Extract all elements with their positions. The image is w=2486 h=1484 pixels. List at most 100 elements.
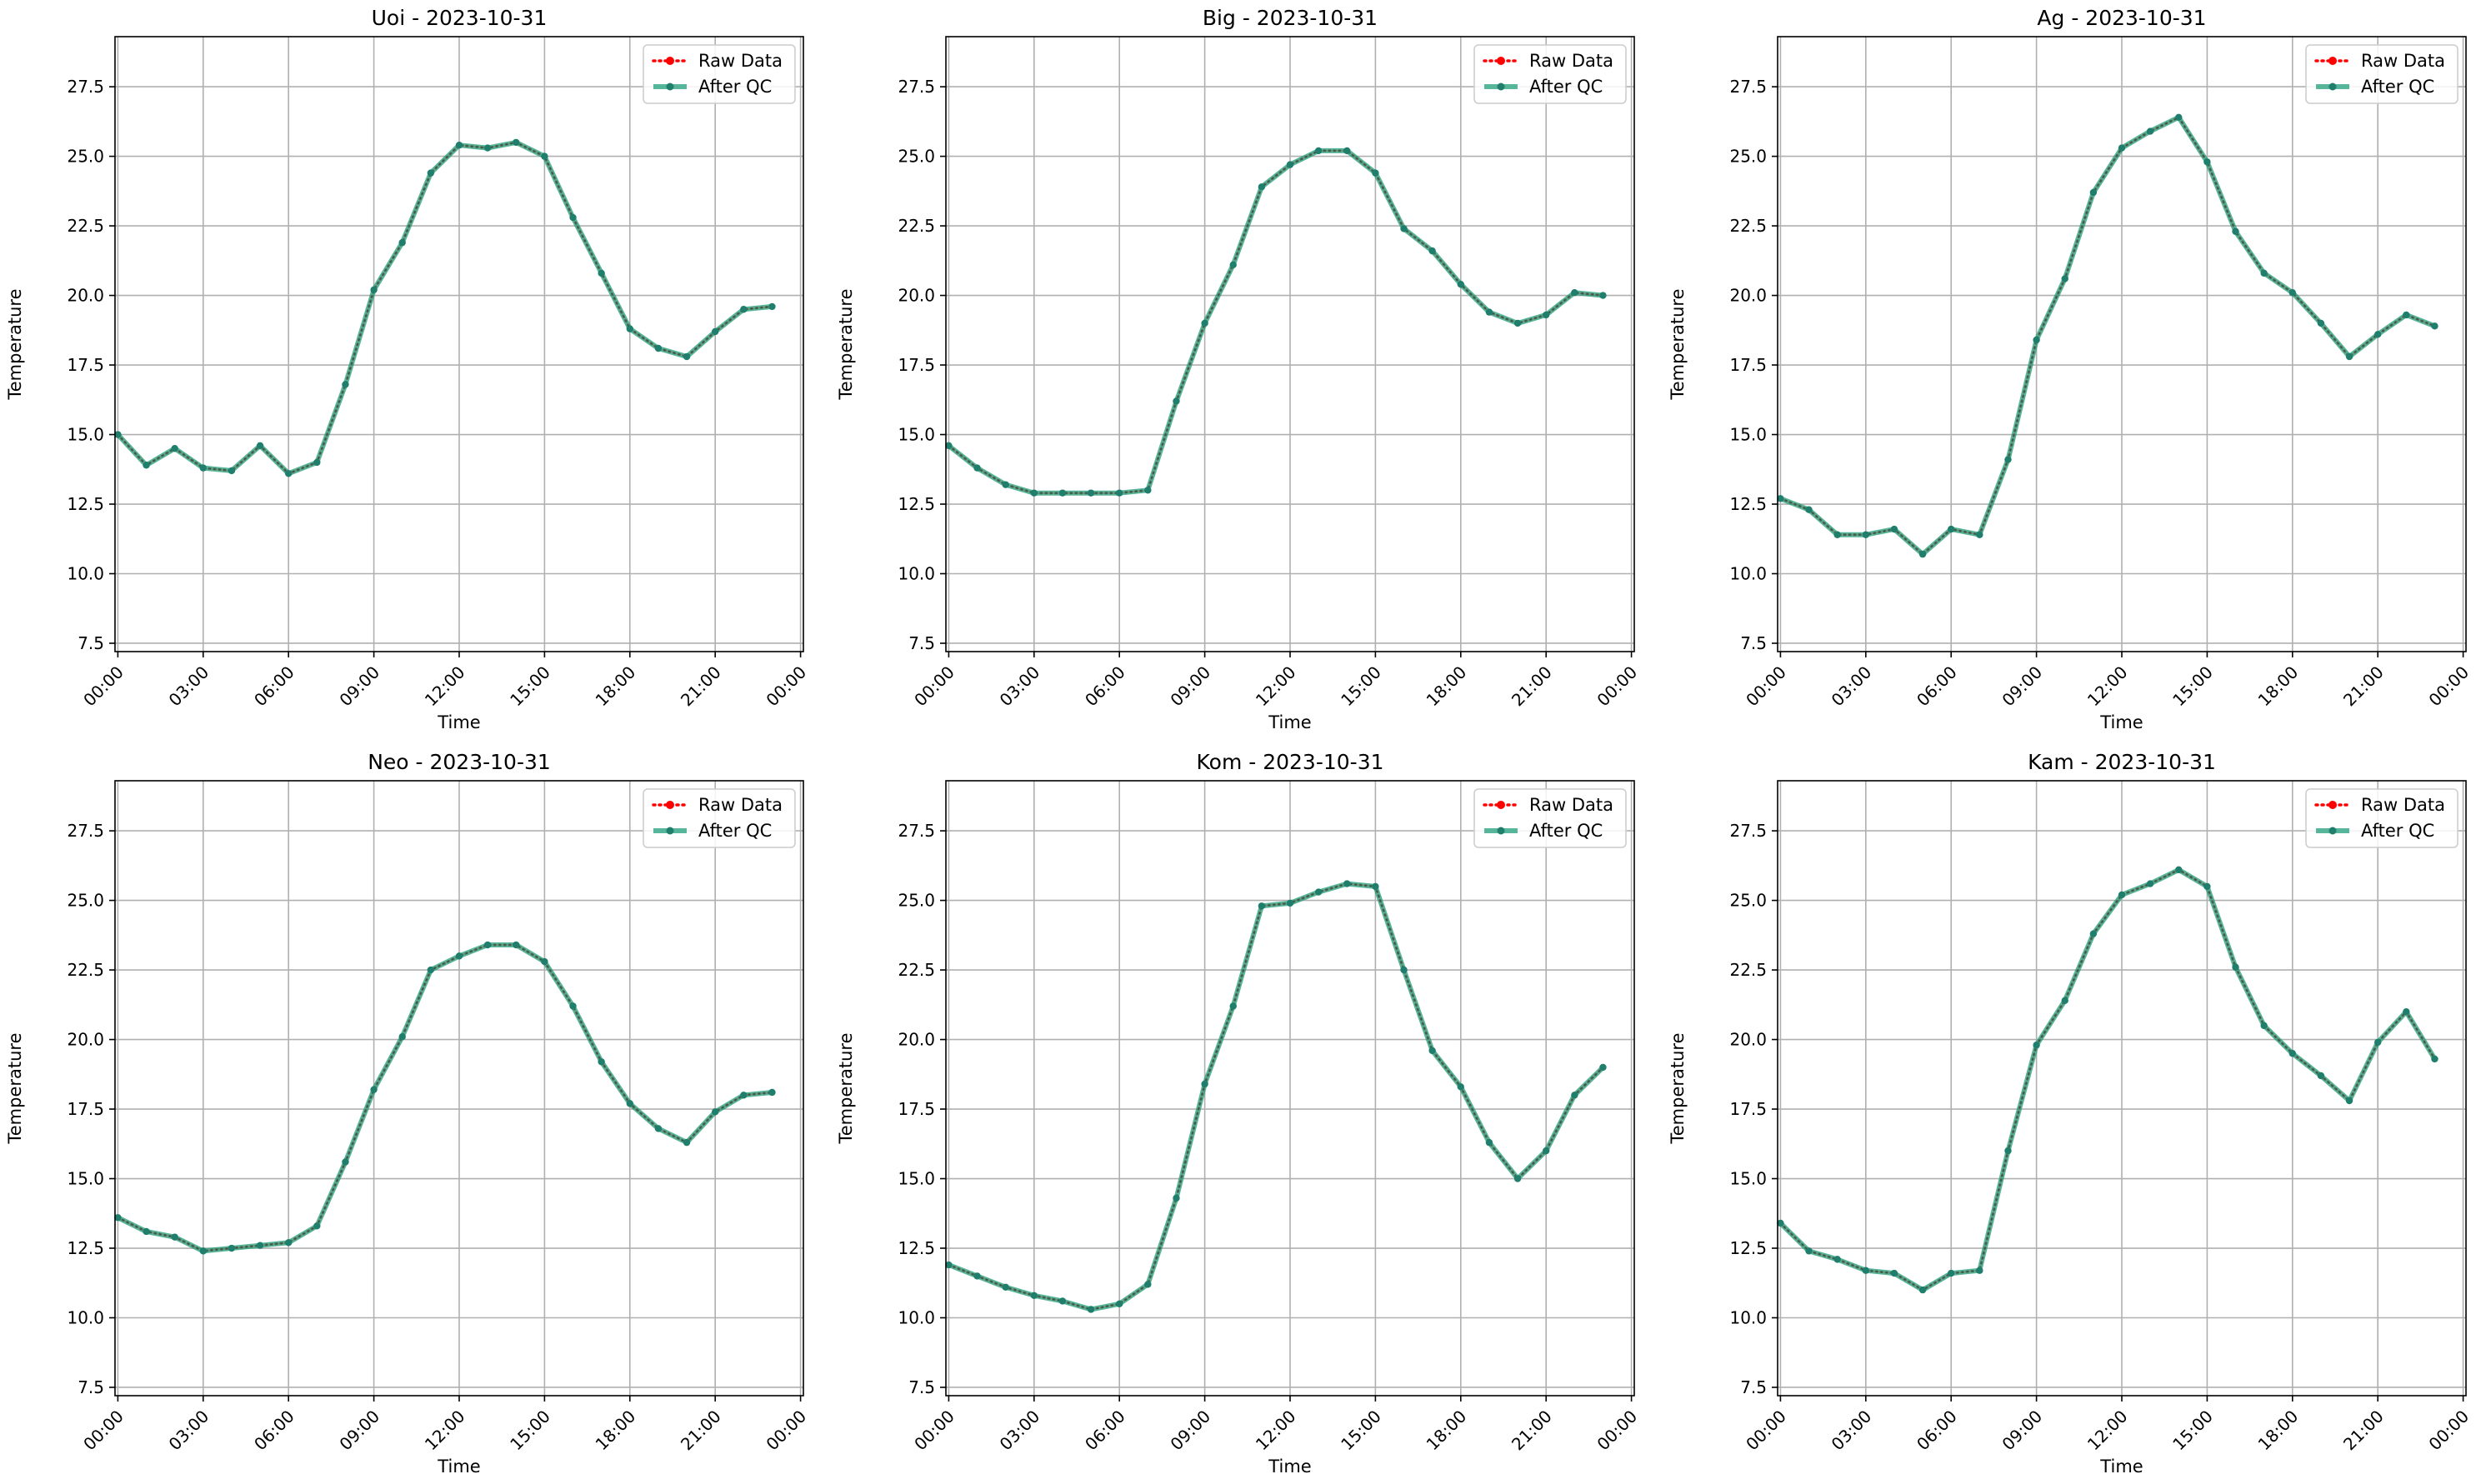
data-point	[2317, 319, 2325, 327]
data-point	[1918, 1286, 1927, 1294]
data-point	[768, 1088, 776, 1097]
y-tick-label: 10.0	[67, 563, 104, 583]
x-tick-label: 12:00	[421, 662, 469, 711]
data-point	[455, 952, 463, 960]
legend-label-after-qc: After QC	[698, 821, 772, 841]
data-point	[768, 302, 776, 311]
x-tick-label: 18:00	[1423, 662, 1471, 711]
y-tick-label: 25.0	[67, 147, 104, 167]
subplot-1: 7.5 10.0 12.5 15.0 17.5 20.0 22.5 25.0 27.5 00:00…	[5, 6, 810, 732]
data-point	[398, 238, 406, 247]
y-tick-label: 7.5	[78, 1377, 104, 1397]
y-tick-label: 17.5	[67, 1099, 104, 1119]
x-tick-label: 00:00	[762, 662, 810, 711]
legend-marker-raw-data	[666, 801, 674, 809]
data-point	[256, 442, 264, 450]
x-tick-label: 18:00	[592, 662, 640, 711]
chart-title: Big - 2023-10-31	[1203, 6, 1378, 30]
y-axis-label: Temperature	[1668, 288, 1688, 400]
data-point	[1571, 1092, 1578, 1099]
y-tick-label: 25.0	[67, 891, 104, 911]
data-point	[1229, 261, 1237, 269]
legend: Raw Data After QC	[2305, 788, 2458, 848]
x-tick-label: 12:00	[1252, 1407, 1300, 1455]
data-point	[683, 1138, 691, 1147]
y-tick-label: 25.0	[898, 891, 935, 911]
data-point	[2403, 1007, 2410, 1016]
legend-label-raw-data: Raw Data	[698, 795, 783, 815]
y-tick-label: 20.0	[67, 1030, 104, 1050]
legend-marker-after-qc	[1497, 82, 1505, 91]
x-tick-label: 00:00	[2424, 1407, 2473, 1455]
chart-title: Kam - 2023-10-31	[2028, 750, 2216, 774]
data-point	[513, 941, 520, 949]
data-point	[1542, 1147, 1550, 1155]
data-point	[711, 327, 719, 336]
data-point	[1890, 1269, 1898, 1277]
data-point	[1201, 1080, 1208, 1088]
legend: Raw Data After QC	[1473, 44, 1627, 104]
y-tick-label: 20.0	[67, 286, 104, 306]
y-axis-label: Temperature	[836, 1032, 856, 1144]
data-point	[143, 1227, 150, 1236]
data-point	[1513, 319, 1522, 327]
data-point	[2203, 158, 2211, 166]
data-point	[1918, 550, 1927, 558]
y-tick-label: 7.5	[908, 1377, 935, 1397]
x-tick-label: 06:00	[1913, 662, 1961, 711]
data-point	[171, 445, 178, 452]
data-point	[2345, 352, 2353, 361]
y-tick-label: 12.5	[898, 1238, 935, 1258]
data-point	[228, 1244, 236, 1252]
x-tick-label: 06:00	[1081, 662, 1129, 711]
data-point	[1777, 1219, 1784, 1227]
x-tick-label: 18:00	[592, 1407, 640, 1455]
axes-frame	[1777, 780, 2467, 1397]
y-tick-label: 27.5	[1729, 77, 1767, 97]
y-tick-label: 12.5	[898, 494, 935, 514]
data-point	[1428, 247, 1436, 255]
axes-frame	[945, 780, 1635, 1397]
x-axis-label: Time	[1268, 1457, 1311, 1477]
data-point	[598, 1058, 605, 1066]
data-point	[1116, 1300, 1123, 1308]
y-tick-label: 27.5	[898, 821, 935, 841]
y-tick-label: 22.5	[898, 216, 935, 236]
y-tick-label: 10.0	[898, 1307, 935, 1327]
data-point	[1314, 888, 1323, 896]
data-point	[2118, 891, 2126, 899]
x-tick-label: 00:00	[910, 662, 958, 711]
data-point	[945, 442, 953, 450]
y-tick-label: 12.5	[67, 494, 104, 514]
legend-label-raw-data: Raw Data	[698, 51, 783, 71]
data-point	[2232, 227, 2239, 235]
x-tick-label: 03:00	[1828, 662, 1876, 711]
data-point	[398, 1033, 406, 1041]
data-point	[427, 169, 435, 177]
x-tick-label: 00:00	[2424, 662, 2473, 711]
legend-label-after-qc: After QC	[698, 77, 772, 97]
x-tick-label: 06:00	[250, 662, 298, 711]
x-tick-label: 21:00	[677, 662, 725, 711]
y-tick-label: 20.0	[898, 1030, 935, 1050]
data-point	[1314, 147, 1323, 155]
x-tick-label: 09:00	[1166, 662, 1214, 711]
data-point	[1144, 487, 1152, 494]
y-tick-label: 7.5	[78, 633, 104, 653]
subplot-4: 7.5 10.0 12.5 15.0 17.5 20.0 22.5 25.0 27.5 00:00…	[5, 750, 810, 1477]
y-tick-label: 27.5	[898, 77, 935, 97]
data-point	[541, 152, 548, 160]
y-tick-label: 15.0	[898, 425, 935, 445]
legend-label-raw-data: Raw Data	[1529, 795, 1613, 815]
x-tick-label: 03:00	[165, 662, 213, 711]
y-axis-label: Temperature	[5, 1032, 25, 1144]
series-line-raw-overlay	[948, 882, 1604, 1311]
y-tick-label: 12.5	[67, 1238, 104, 1258]
data-point	[171, 1233, 178, 1241]
y-tick-label: 22.5	[898, 960, 935, 980]
legend: Raw Data After QC	[643, 44, 796, 104]
data-point	[2373, 331, 2382, 338]
data-point	[2004, 456, 2012, 463]
legend-marker-after-qc	[666, 82, 674, 91]
data-point	[1513, 1175, 1522, 1182]
